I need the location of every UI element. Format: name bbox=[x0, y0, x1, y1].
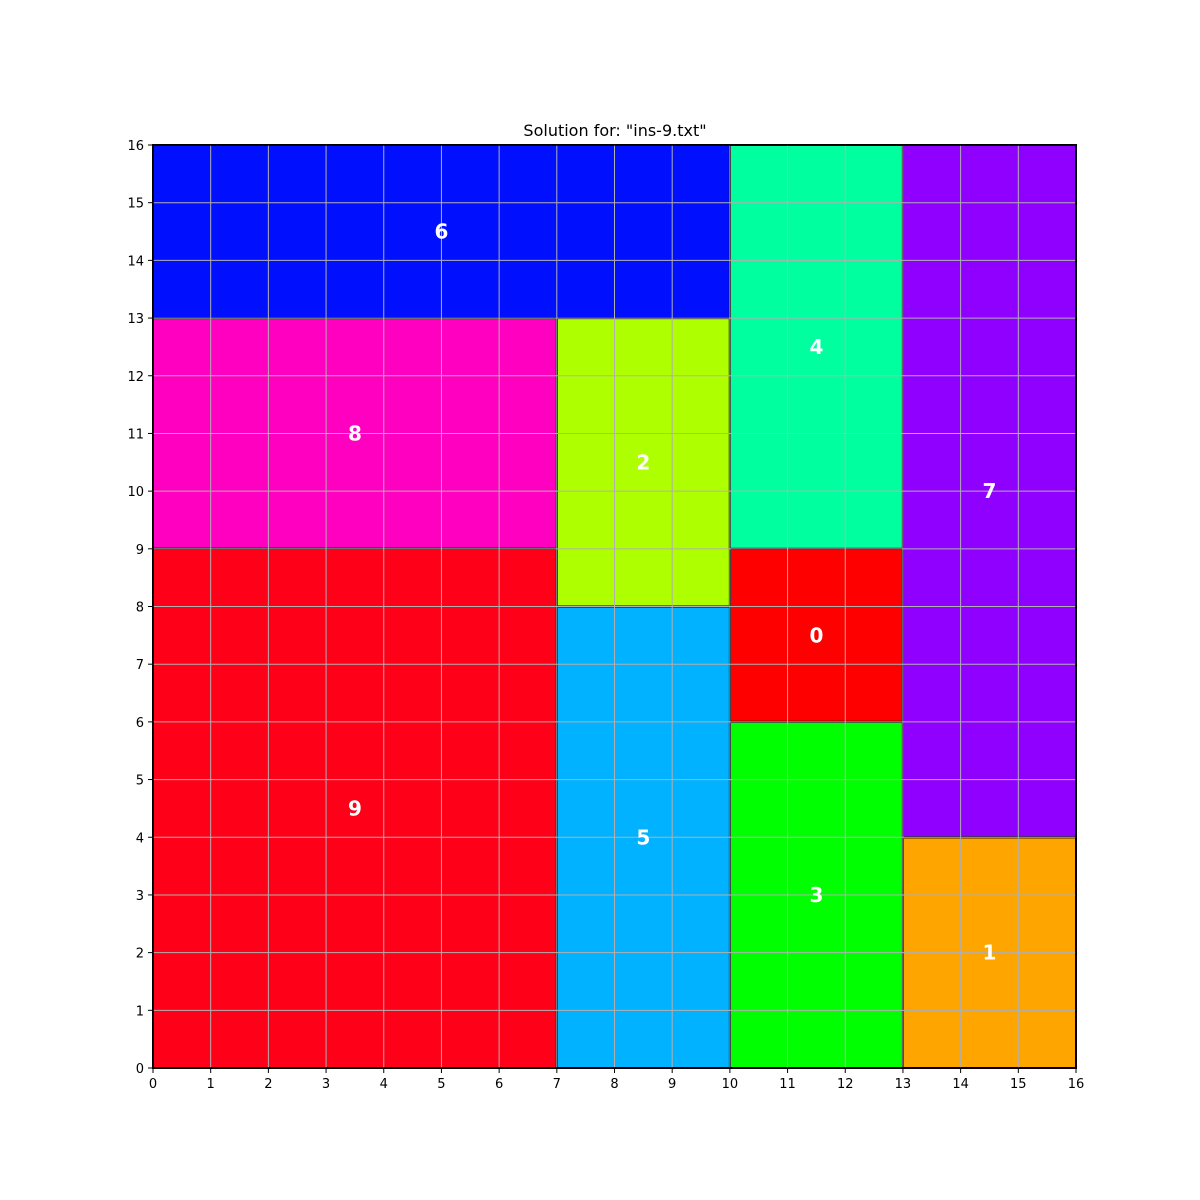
x-tick-label: 12 bbox=[837, 1077, 854, 1092]
y-tick-label: 6 bbox=[136, 716, 144, 731]
y-tick-label: 14 bbox=[127, 254, 144, 269]
rectangle-labels-layer: 0 1 2 3 4 5 6 7 8 9 bbox=[348, 220, 996, 965]
x-tick-label: 11 bbox=[779, 1077, 796, 1092]
rectangle-label-3: 3 bbox=[809, 883, 823, 907]
y-tick-label: 15 bbox=[127, 197, 144, 212]
rectangle-label-5: 5 bbox=[636, 825, 650, 849]
rectangle-label-8: 8 bbox=[348, 421, 362, 445]
x-tick-label: 6 bbox=[495, 1077, 503, 1092]
y-tick-label: 2 bbox=[136, 947, 144, 962]
x-tick-label: 1 bbox=[207, 1077, 215, 1092]
y-tick-label: 0 bbox=[136, 1062, 144, 1077]
rectangle-label-6: 6 bbox=[434, 220, 448, 244]
y-tick-label: 1 bbox=[136, 1004, 144, 1019]
y-tick-label: 5 bbox=[136, 774, 144, 789]
x-tick-label: 4 bbox=[380, 1077, 388, 1092]
x-tick-label: 9 bbox=[668, 1077, 676, 1092]
x-tick-label: 0 bbox=[149, 1077, 157, 1092]
rectangle-label-9: 9 bbox=[348, 796, 362, 820]
rectangle-4 bbox=[728, 144, 904, 550]
y-tick-label: 9 bbox=[136, 543, 144, 558]
y-tick-label: 8 bbox=[136, 601, 144, 616]
rectangle-label-7: 7 bbox=[983, 479, 997, 503]
y-tick-label: 4 bbox=[136, 831, 144, 846]
x-tick-label: 13 bbox=[895, 1077, 912, 1092]
y-tick-label: 16 bbox=[127, 139, 144, 154]
x-tick-label: 15 bbox=[1010, 1077, 1027, 1092]
rectangle-label-4: 4 bbox=[809, 335, 823, 359]
x-tick-label: 16 bbox=[1068, 1077, 1085, 1092]
chart-title: Solution for: "ins-9.txt" bbox=[523, 121, 706, 140]
rectangle-9 bbox=[152, 547, 558, 1069]
axes-layer: 0 1 2 3 4 5 6 7 8 9 10 11 12 13 14 15 160123456789101112… bbox=[127, 139, 1084, 1092]
x-tick-label: 5 bbox=[437, 1077, 445, 1092]
rectangle-label-1: 1 bbox=[983, 941, 997, 965]
x-tick-label: 2 bbox=[264, 1077, 272, 1092]
x-tick-label: 3 bbox=[322, 1077, 330, 1092]
rectangle-0 bbox=[728, 547, 904, 723]
y-tick-label: 12 bbox=[127, 370, 144, 385]
y-tick-label: 7 bbox=[136, 658, 144, 673]
y-tick-label: 3 bbox=[136, 889, 144, 904]
rectangle-label-0: 0 bbox=[809, 623, 823, 647]
x-tick-label: 8 bbox=[610, 1077, 618, 1092]
x-tick-label: 7 bbox=[553, 1077, 561, 1092]
y-tick-label: 10 bbox=[127, 485, 144, 500]
y-tick-label: 13 bbox=[127, 312, 144, 327]
x-tick-label: 14 bbox=[952, 1077, 969, 1092]
rectangle-label-2: 2 bbox=[636, 450, 650, 474]
y-tick-label: 11 bbox=[127, 427, 144, 442]
x-tick-label: 10 bbox=[722, 1077, 739, 1092]
